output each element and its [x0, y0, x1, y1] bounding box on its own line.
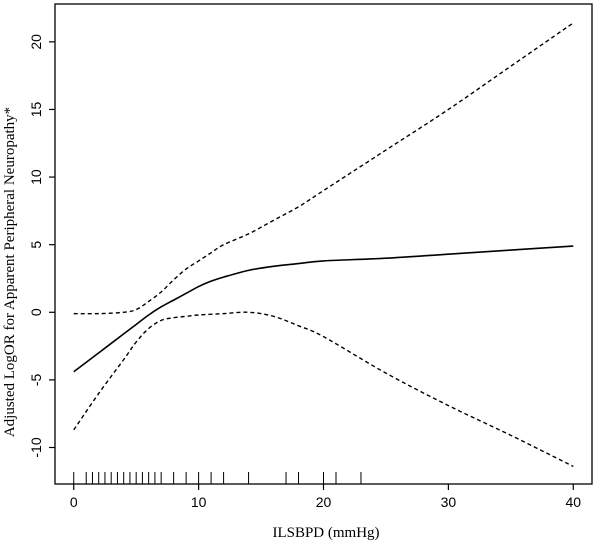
y-tick-label: 20 [28, 34, 44, 50]
fitted-curve [73, 245, 574, 373]
x-tick-label: 10 [191, 494, 207, 510]
lower-confidence-band [73, 311, 574, 468]
x-axis-tick-labels: 0 10 20 30 40 [70, 494, 581, 510]
upper-confidence-band [73, 22, 574, 315]
series-group [73, 22, 574, 468]
y-tick-label: 0 [28, 308, 44, 316]
y-tick-label: 10 [28, 169, 44, 185]
x-axis-ticks [73, 484, 574, 490]
y-axis-tick-labels: -10 -5 0 5 10 15 20 [28, 34, 44, 458]
x-tick-label: 0 [70, 494, 78, 510]
y-tick-label: 5 [28, 241, 44, 249]
y-tick-label: 15 [28, 101, 44, 117]
y-tick-label: -5 [28, 373, 44, 386]
y-tick-label: -10 [28, 437, 44, 457]
y-axis-ticks [49, 41, 55, 449]
x-tick-label: 20 [316, 494, 332, 510]
plot-frame [54, 3, 593, 485]
y-axis-label: Adjusted LogOR for Apparent Peripheral N… [2, 107, 18, 437]
x-axis-label: ILSBPD (mmHg) [272, 525, 379, 541]
x-tick-label: 30 [441, 494, 457, 510]
x-tick-label: 40 [565, 494, 581, 510]
rug-marks [73, 472, 362, 484]
